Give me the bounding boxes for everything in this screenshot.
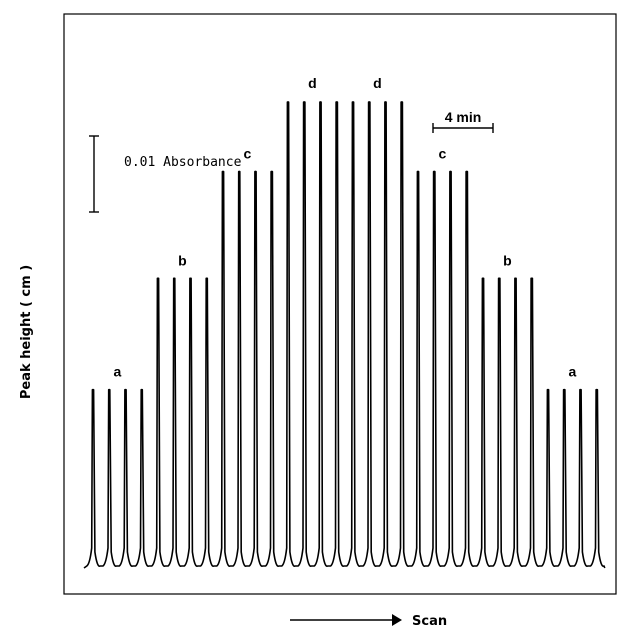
group-label-c: c [244,146,252,162]
peak-apex [368,101,371,103]
absorbance-scale-label: 0.01 Absorbance [124,155,242,170]
peak-apex [173,277,176,280]
peak-apex [206,277,208,280]
peak-apex [596,388,598,391]
group-label-d: d [373,75,382,91]
y-axis-label: Peak height ( cm ) [19,265,34,399]
peak-apex [417,170,419,173]
peak-apex [238,170,241,173]
scan-arrow-head [392,614,402,626]
peak-apex [157,277,159,280]
peak-apex [271,170,273,173]
plot-frame [63,13,617,595]
group-labels: a b c d d c b a [114,75,577,380]
peak-apex [563,388,566,391]
peak-apex [531,277,533,280]
peak-apex [384,101,387,103]
peak-apex [141,388,143,391]
group-label-c: c [439,146,447,162]
peak-apex [303,101,306,103]
peak-apex [108,388,111,391]
group-label-a: a [114,364,122,380]
group-label-b: b [503,252,512,268]
peak-apex [222,170,224,173]
peak-apex [547,388,549,391]
x-axis-label: Scan [412,614,447,629]
peak-apex [189,277,192,280]
group-label-d: d [308,75,317,91]
absorbance-scale: 0.01 Absorbance [89,135,242,213]
peak-apex [482,277,484,280]
peak-apex [498,277,501,280]
group-label-b: b [178,252,187,268]
time-scale-label: 4 min [445,109,482,125]
peak-apex [319,101,322,103]
peak-apex [287,101,289,103]
peak-apex [336,101,338,103]
peak-traces [83,101,606,569]
time-scale: 4 min [432,109,494,133]
peak-apex [352,101,354,103]
peak-apex [92,388,94,391]
peak-apex [124,388,127,391]
peak-apex [466,170,468,173]
peak-trace-line [83,101,606,569]
peak-apex [449,170,452,173]
peak-apex [579,388,582,391]
scan-arrow: Scan [290,614,447,629]
group-label-a: a [569,364,577,380]
peak-apex [433,170,436,173]
peak-apex [254,170,257,173]
peak-apex [514,277,517,280]
peak-apex [401,101,403,103]
